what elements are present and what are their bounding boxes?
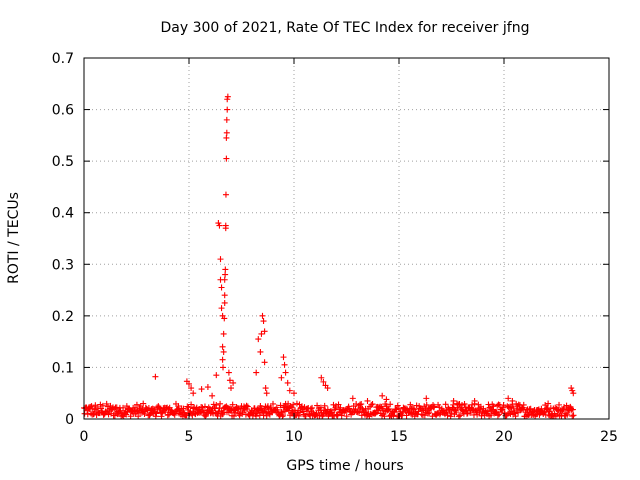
data-point xyxy=(221,331,227,337)
plot-frame xyxy=(84,58,609,419)
data-point xyxy=(224,117,230,123)
y-tick-label: 0.3 xyxy=(52,257,74,273)
data-point xyxy=(228,385,234,391)
data-point xyxy=(451,398,457,404)
data-point xyxy=(190,390,196,396)
data-point xyxy=(278,375,284,381)
x-axis-label: GPS time / hours xyxy=(286,458,403,474)
data-point xyxy=(220,344,226,350)
data-point xyxy=(222,300,228,306)
y-tick-label: 0 xyxy=(65,412,74,428)
data-point xyxy=(152,374,158,380)
data-point xyxy=(222,266,228,272)
data-point xyxy=(350,395,356,401)
data-point xyxy=(209,393,215,399)
data-point xyxy=(222,292,228,298)
data-point xyxy=(569,413,575,419)
grid-lines xyxy=(84,58,609,419)
x-tick-label: 0 xyxy=(80,429,89,445)
data-point xyxy=(285,380,291,386)
y-tick-label: 0.4 xyxy=(52,206,74,222)
axis-ticks: 0 5 10 15 20 25 0 0.1 0.2 0.3 0.4 0.5 0.6 0.7 xyxy=(52,51,618,445)
data-point xyxy=(365,398,371,404)
data-point xyxy=(264,390,270,396)
data-point xyxy=(545,401,551,407)
x-tick-label: 20 xyxy=(495,429,513,445)
data-point xyxy=(255,336,261,342)
y-tick-label: 0.5 xyxy=(52,154,74,170)
data-point xyxy=(218,256,224,262)
data-point xyxy=(219,305,225,311)
y-axis-label: ROTI / TECUs xyxy=(6,192,22,284)
data-point xyxy=(283,370,289,376)
data-point xyxy=(199,386,205,392)
x-tick-label: 5 xyxy=(185,429,194,445)
data-point xyxy=(219,284,225,290)
data-point xyxy=(222,277,228,283)
data-point xyxy=(261,318,267,324)
y-tick-label: 0.2 xyxy=(52,309,74,325)
data-point xyxy=(217,401,223,407)
x-tick-label: 25 xyxy=(600,429,618,445)
data-point xyxy=(221,349,227,355)
data-point xyxy=(282,362,288,368)
x-tick-label: 15 xyxy=(390,429,408,445)
data-point xyxy=(257,349,263,355)
data-point xyxy=(205,384,211,390)
chart-title: Day 300 of 2021, Rate Of TEC Index for r… xyxy=(161,20,530,36)
data-point xyxy=(260,313,266,319)
data-point xyxy=(223,135,229,141)
y-tick-label: 0.7 xyxy=(52,51,74,67)
data-point xyxy=(262,359,268,365)
y-tick-label: 0.1 xyxy=(52,360,74,376)
data-point xyxy=(383,396,389,402)
x-tick-label: 10 xyxy=(285,429,303,445)
data-point xyxy=(222,272,228,278)
data-point xyxy=(281,354,287,360)
data-point xyxy=(224,107,230,113)
data-point xyxy=(223,192,229,198)
y-tick-label: 0.6 xyxy=(52,103,74,119)
data-point xyxy=(423,395,429,401)
data-point xyxy=(224,130,230,136)
data-point xyxy=(213,372,219,378)
data-point xyxy=(220,364,226,370)
data-point xyxy=(158,413,164,419)
data-point xyxy=(220,357,226,363)
data-point xyxy=(253,370,259,376)
data-points xyxy=(81,94,577,420)
data-point xyxy=(379,393,385,399)
data-point xyxy=(226,370,232,376)
data-point xyxy=(263,385,269,391)
data-point xyxy=(571,412,577,418)
